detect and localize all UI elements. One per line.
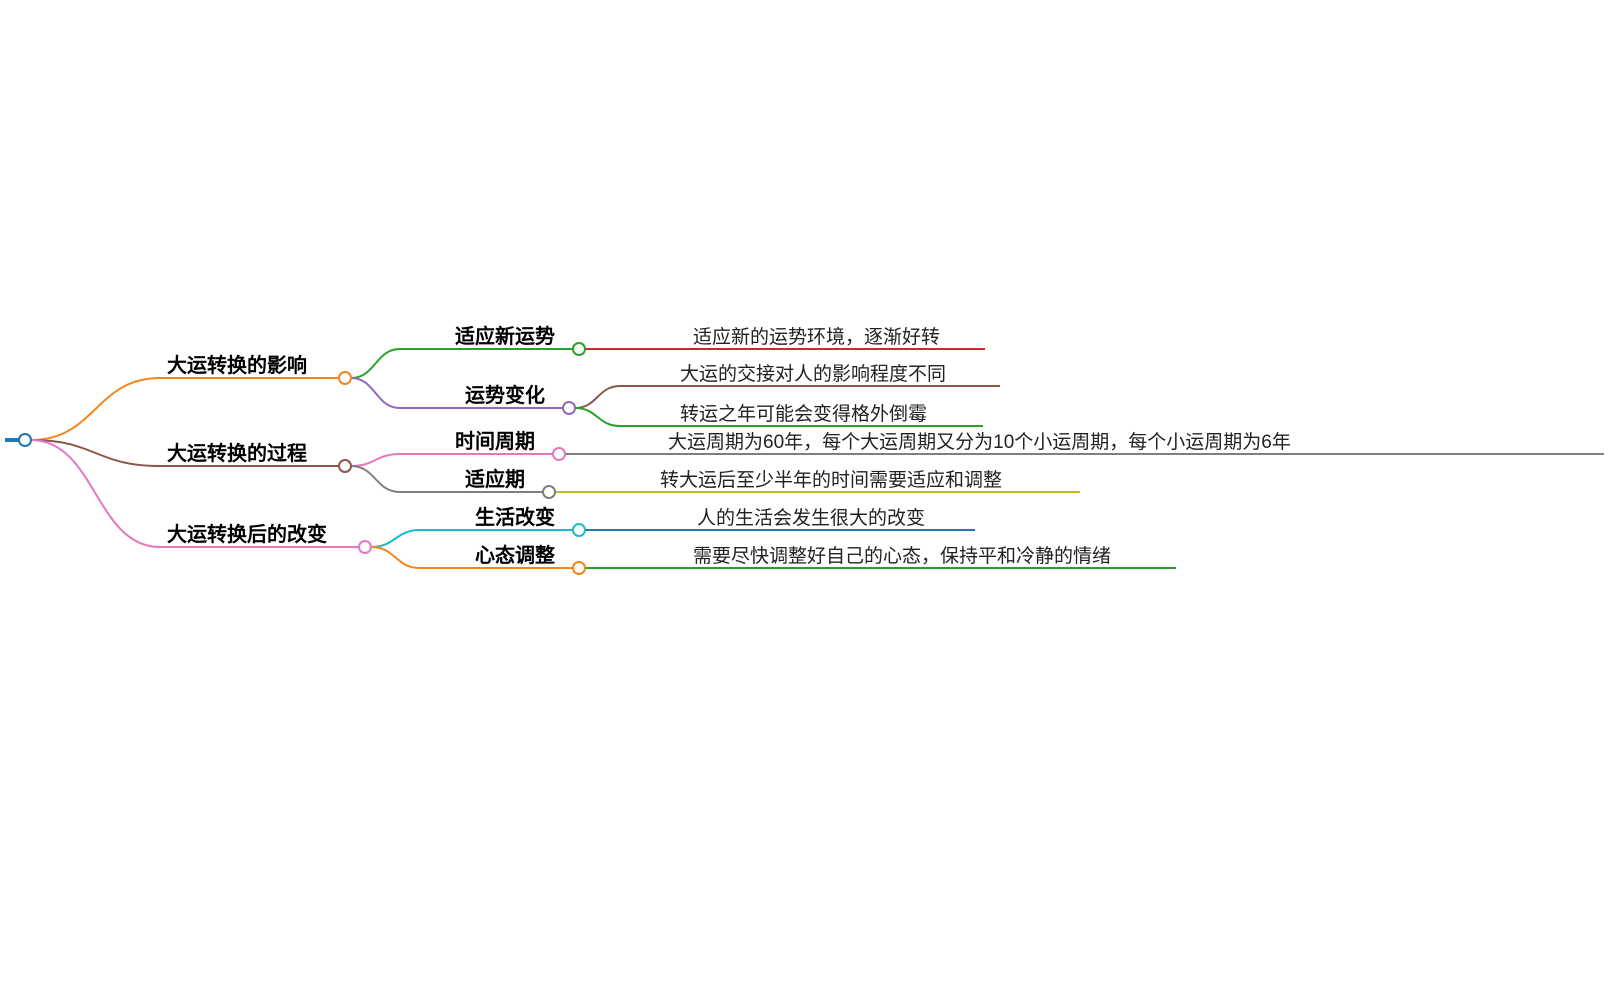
level2-label: 生活改变 (475, 505, 555, 529)
level2-label: 心态调整 (475, 543, 555, 567)
node-dot (563, 402, 575, 414)
branch-connector (351, 349, 400, 378)
node-dot (359, 541, 371, 553)
leaf-label: 适应新的运势环境，逐渐好转 (693, 326, 940, 348)
node-dot (19, 434, 31, 446)
branch-connector (31, 378, 160, 440)
branch-connector (351, 466, 400, 492)
leaf-label: 大运的交接对人的影响程度不同 (680, 363, 946, 385)
level2-label: 适应期 (465, 467, 525, 491)
leaf-label: 转大运后至少半年的时间需要适应和调整 (660, 469, 1002, 491)
node-dot (339, 372, 351, 384)
node-dot (573, 524, 585, 536)
branch-connector (351, 378, 400, 408)
leaf-label: 转运之年可能会变得格外倒霉 (680, 403, 927, 425)
level2-label: 适应新运势 (455, 324, 555, 348)
node-dot (573, 562, 585, 574)
node-dot (339, 460, 351, 472)
node-dot (543, 486, 555, 498)
level2-label: 时间周期 (455, 430, 535, 453)
level1-label: 大运转换的影响 (167, 353, 307, 377)
level1-label: 大运转换的过程 (167, 441, 307, 465)
mindmap-canvas: 大运转换的影响 适应新运势 适应新的运势环境，逐渐好转运势变化 大运的交接对人的影响程… (0, 0, 1616, 986)
node-dot (553, 448, 565, 460)
branch-connector (351, 454, 400, 466)
leaf-label: 大运周期为60年，每个大运周期又分为10个小运周期，每个小运周期为6年 (668, 431, 1291, 453)
leaf-label: 人的生活会发生很大的改变 (697, 507, 925, 529)
leaf-label: 需要尽快调整好自己的心态，保持平和冷静的情绪 (693, 545, 1111, 567)
branch-connector (575, 386, 620, 408)
node-dot (573, 343, 585, 355)
level1-label: 大运转换后的改变 (167, 522, 327, 546)
branch-connector (31, 440, 160, 547)
level2-label: 运势变化 (465, 383, 545, 407)
branch-connector (371, 547, 420, 568)
branch-connector (371, 530, 420, 547)
branch-connector (575, 408, 620, 426)
